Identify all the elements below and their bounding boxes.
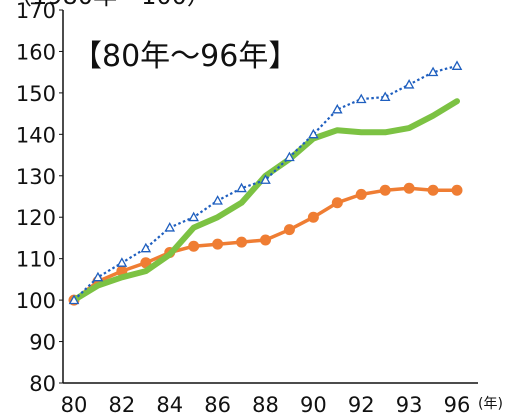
series-layer [68, 60, 463, 306]
blue-point-6 [212, 195, 223, 205]
series-line-green [71, 98, 460, 304]
blue-point-9 [284, 151, 295, 162]
orange-point-13 [379, 184, 391, 196]
x-tick-label-90: 90 [300, 393, 327, 417]
blue-point-8 [260, 174, 271, 184]
x-tick-label-82: 82 [109, 393, 136, 417]
orange-point-9 [283, 224, 295, 236]
x-tick-label-93: 93 [396, 393, 423, 417]
x-tick-labels: 80 82 84 86 88 90 92 93 96 [61, 393, 471, 417]
series-thick-solid [71, 98, 460, 304]
x-axis-unit: (年) [478, 396, 503, 412]
y-tick-label-170: 170 [16, 0, 56, 23]
x-tick-label-92: 92 [348, 393, 375, 417]
orange-point-10 [307, 211, 319, 223]
blue-point-0 [68, 294, 80, 305]
x-tick-label-84: 84 [156, 393, 183, 417]
blue-point-1 [92, 271, 104, 282]
y-tick-label-150: 150 [16, 82, 56, 106]
x-tick-label-96: 96 [444, 393, 471, 417]
blue-point-11 [332, 103, 343, 114]
blue-point-16 [451, 60, 463, 70]
blue-point-4 [164, 222, 176, 232]
y-tick-label-100: 100 [16, 289, 56, 313]
y-tick-label-160: 160 [16, 40, 56, 64]
y-tick-label-130: 130 [16, 165, 56, 189]
series-circle-markers [68, 182, 463, 306]
blue-point-10 [308, 128, 319, 139]
blue-point-7 [236, 182, 247, 193]
x-tick-label-86: 86 [204, 393, 231, 417]
orange-point-5 [188, 240, 200, 252]
blue-point-2 [116, 257, 128, 267]
blue-point-12 [355, 93, 367, 104]
orange-point-15 [427, 184, 439, 196]
y-tick-label-80: 80 [29, 372, 56, 396]
x-tick-label-80: 80 [61, 393, 88, 417]
y-tick-label-120: 120 [16, 206, 56, 230]
blue-point-15 [427, 66, 439, 77]
orange-point-8 [260, 234, 271, 246]
y-tick-label-110: 110 [16, 248, 56, 272]
top-cut-heading: （1980年＝100） [8, 0, 211, 10]
chart-title: 【80年～96年】 [72, 39, 298, 74]
x-tick-label-88: 88 [252, 393, 279, 417]
orange-point-12 [355, 188, 367, 200]
y-tick-label-140: 140 [16, 123, 56, 147]
orange-point-11 [331, 197, 343, 209]
orange-point-7 [236, 236, 248, 248]
blue-point-5 [188, 211, 199, 222]
blue-point-13 [379, 91, 391, 102]
y-tick-label-90: 90 [29, 331, 56, 355]
blue-point-3 [140, 242, 152, 253]
orange-point-16 [451, 184, 463, 196]
series-dotted-triangle [68, 60, 463, 305]
y-tick-labels: 80 90 100 110 120 130 140 150 160 170 [16, 0, 63, 396]
orange-point-6 [212, 238, 224, 250]
orange-point-14 [403, 182, 415, 194]
blue-point-14 [403, 79, 415, 89]
